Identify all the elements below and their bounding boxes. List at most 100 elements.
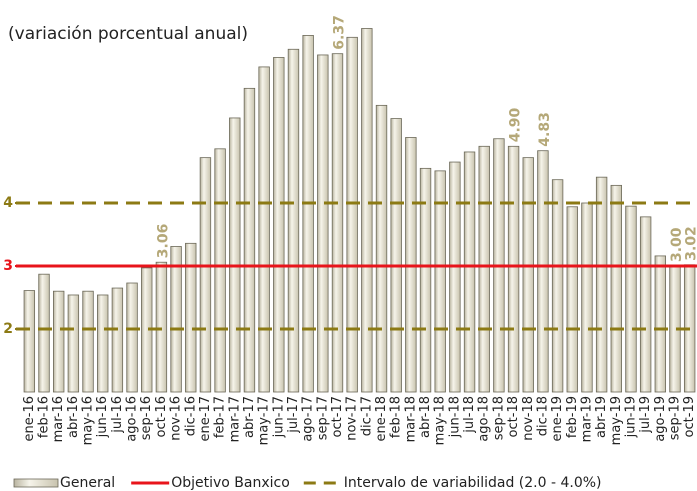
y-tick-label: 4 (3, 195, 13, 211)
x-tick-label: ene-17 (198, 396, 213, 441)
bar (390, 118, 402, 393)
value-label: 3.02 (684, 226, 697, 261)
x-tick-label: feb-17 (213, 396, 228, 438)
value-label: 4.90 (508, 107, 524, 142)
x-tick-label: ene-18 (374, 396, 389, 441)
x-tick-label: sep-16 (139, 396, 154, 440)
x-tick-label: mar-17 (227, 396, 242, 442)
x-tick-label: jul-19 (638, 396, 653, 434)
x-tick-label: oct-16 (154, 396, 169, 437)
bar (419, 167, 432, 393)
x-tick-label: jun-16 (95, 396, 110, 438)
x-tick-label: mar-19 (579, 396, 594, 442)
x-tick-label: ago-19 (653, 396, 668, 442)
x-tick-label: ene-16 (22, 396, 37, 441)
bar (273, 57, 285, 393)
chart-subtitle: (variación porcentual anual) (8, 24, 248, 44)
x-tick-label: mar-18 (403, 396, 418, 442)
x-tick-label: ene-19 (550, 396, 565, 441)
bar (375, 104, 388, 393)
bar (317, 54, 329, 393)
legend-swatch (13, 478, 59, 488)
x-tick-label: sep-17 (315, 396, 330, 440)
bar (537, 150, 549, 393)
bar (126, 282, 138, 393)
x-tick-label: abr-16 (66, 396, 81, 438)
legend-label: General (60, 475, 115, 491)
bar (581, 202, 593, 393)
x-tick-label: ago-17 (301, 396, 316, 442)
y-tick-label: 3 (3, 258, 13, 274)
x-tick-label: nov-17 (345, 396, 360, 441)
x-tick-label: may-18 (433, 396, 448, 445)
y-tick-label: 2 (3, 321, 13, 337)
bar (566, 206, 578, 393)
bar (302, 35, 314, 393)
x-tick-label: mar-16 (51, 396, 66, 442)
bar (551, 179, 564, 393)
bar (595, 176, 608, 393)
bar (155, 261, 168, 393)
bar (610, 184, 622, 393)
x-tick-label: sep-19 (667, 396, 682, 440)
legend-label: Objetivo Banxico (171, 475, 290, 491)
x-tick-label: jul-18 (462, 396, 477, 434)
bar (53, 290, 65, 393)
x-tick-label: nov-18 (521, 396, 536, 441)
x-tick-label: jul-17 (286, 396, 301, 434)
bar (478, 145, 490, 393)
bar (434, 170, 446, 393)
value-label: 3.00 (669, 227, 685, 262)
bar (258, 66, 270, 393)
value-label: 3.06 (155, 224, 171, 259)
bar (82, 290, 94, 393)
bar (654, 255, 666, 393)
legend-label: Intervalo de variabilidad (2.0 - 4.0%) (344, 475, 602, 491)
x-tick-label: may-17 (257, 396, 272, 445)
legend: General Objetivo Banxico Intervalo de vari… (13, 475, 602, 491)
x-tick-label: sep-18 (491, 396, 506, 440)
bar (625, 205, 637, 393)
x-tick-label: dic-17 (359, 396, 374, 436)
bar (449, 161, 461, 393)
bar (67, 294, 80, 393)
bar (346, 36, 358, 393)
x-tick-label: ago-18 (477, 396, 492, 442)
x-tick-label: jul-16 (110, 396, 125, 434)
x-tick-label: oct-18 (506, 396, 521, 437)
x-tick-label: dic-16 (183, 396, 198, 436)
bar (287, 48, 300, 393)
x-tick-label: oct-19 (682, 396, 697, 437)
bar (23, 290, 36, 393)
bar (463, 151, 476, 393)
bar (522, 157, 534, 393)
x-tick-label: abr-19 (594, 396, 609, 438)
value-label: 6.37 (331, 15, 347, 50)
bar (361, 28, 373, 393)
bar (229, 117, 241, 393)
x-tick-label: feb-19 (565, 396, 580, 438)
value-label: 4.83 (537, 112, 553, 147)
x-tick-label: abr-18 (418, 396, 433, 438)
x-tick-label: feb-18 (389, 396, 404, 438)
bar (507, 145, 520, 393)
x-tick-label: jun-19 (623, 396, 638, 438)
bar (170, 246, 182, 393)
bar (214, 148, 226, 393)
x-tick-label: may-19 (609, 396, 624, 445)
bar (111, 287, 124, 393)
x-tick-label: jun-17 (271, 396, 286, 438)
x-tick-label: dic-18 (535, 396, 550, 436)
bar (243, 87, 256, 393)
x-tick-label: feb-16 (37, 396, 52, 438)
bar (331, 53, 344, 393)
bar (199, 157, 212, 393)
x-tick-label: jun-18 (447, 396, 462, 438)
x-tick-label: nov-16 (169, 396, 184, 441)
x-tick-label: ago-16 (125, 396, 140, 442)
x-tick-label: oct-17 (330, 396, 345, 437)
x-tick-label: may-16 (81, 396, 96, 445)
bar (38, 273, 50, 393)
bar (639, 216, 652, 393)
